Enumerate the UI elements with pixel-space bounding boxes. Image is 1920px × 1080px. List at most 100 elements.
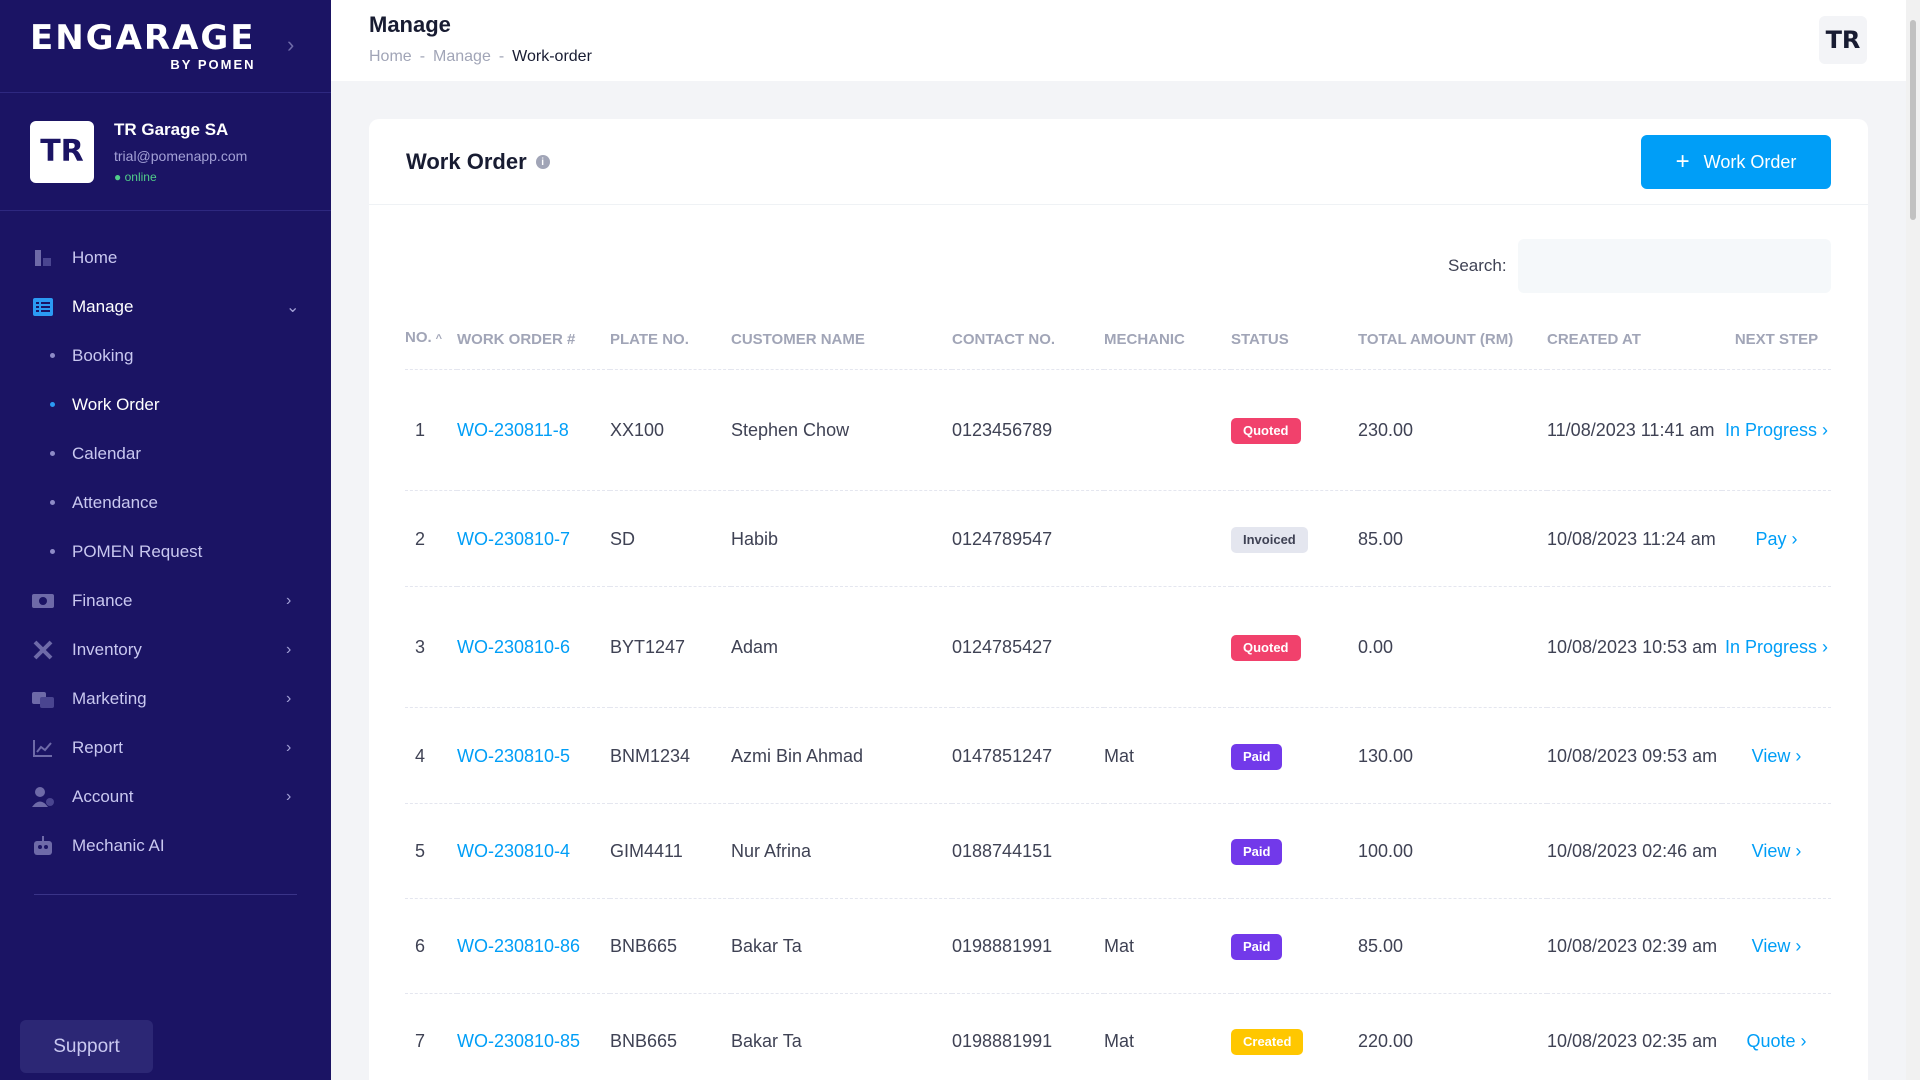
card-title: Work Order i <box>406 149 550 175</box>
bullet-icon <box>50 500 55 505</box>
user-profile: TR TR Garage SA trial@pomenapp.com ● onl… <box>0 93 331 211</box>
cell-mechanic <box>1104 490 1231 587</box>
sidebar-toggle-icon[interactable]: › <box>287 32 295 57</box>
next-step-link[interactable]: View › <box>1722 898 1831 994</box>
work-order-link[interactable]: WO-230810-85 <box>457 1031 581 1051</box>
cell-work-order: WO-230810-4 <box>457 803 610 899</box>
cell-no: 3 <box>405 586 457 708</box>
work-order-link[interactable]: WO-230810-86 <box>457 936 581 956</box>
column-header-status[interactable]: Status <box>1231 326 1358 370</box>
column-header-work-order[interactable]: Work Order # <box>457 326 610 370</box>
cell-work-order: WO-230810-5 <box>457 707 610 804</box>
scrollbar-thumb[interactable] <box>1910 20 1916 220</box>
cell-mechanic: Mat <box>1104 898 1231 994</box>
sidebar-item-inventory[interactable]: Inventory › <box>0 625 331 674</box>
column-header-no[interactable]: No. ^ <box>405 326 457 370</box>
chevron-right-icon: › <box>286 640 292 658</box>
search-row: Search: <box>369 239 1868 293</box>
avatar[interactable]: TR <box>30 120 94 183</box>
sidebar-item-label: Mechanic AI <box>72 835 165 855</box>
cell-amount: 230.00 <box>1358 369 1547 491</box>
column-header-customer-name[interactable]: Customer Name <box>731 326 952 370</box>
search-label: Search: <box>1448 256 1507 275</box>
brand: ENGARAGE BY POMEN › <box>0 0 331 93</box>
table-row: 7 WO-230810-85 BNB665 Bakar Ta 019888199… <box>405 993 1831 1080</box>
chevron-down-icon: ⌄ <box>286 298 300 316</box>
chevron-right-icon: › <box>286 689 292 707</box>
table-row: 1 WO-230811-8 XX100 Stephen Chow 0123456… <box>405 369 1831 491</box>
next-step-link[interactable]: View › <box>1722 707 1831 804</box>
cell-work-order: WO-230811-8 <box>457 369 610 491</box>
cell-created: 10/08/2023 09:53 am <box>1547 707 1722 804</box>
sidebar-item-marketing[interactable]: Marketing › <box>0 674 331 723</box>
work-order-link[interactable]: WO-230810-5 <box>457 745 571 766</box>
sidebar-subitem-work-order[interactable]: Work Order <box>0 380 331 429</box>
column-header-total-amount[interactable]: Total Amount (RM) <box>1358 326 1547 370</box>
sidebar-subitem-label: POMEN Request <box>72 541 203 561</box>
bullet-icon <box>50 549 55 554</box>
status-badge: Paid <box>1231 934 1283 960</box>
sidebar-item-finance[interactable]: Finance › <box>0 576 331 625</box>
cell-work-order: WO-230810-85 <box>457 993 610 1080</box>
table-row: 5 WO-230810-4 GIM4411 Nur Afrina 0188744… <box>405 803 1831 899</box>
support-button[interactable]: Support <box>20 1020 153 1073</box>
sidebar-item-manage[interactable]: Manage ⌄ <box>0 282 331 331</box>
status-badge: Quoted <box>1231 418 1301 444</box>
cell-no: 7 <box>405 993 457 1080</box>
column-header-contact-no[interactable]: Contact No. <box>952 326 1104 370</box>
column-header-plate-no[interactable]: Plate No. <box>610 326 731 370</box>
cell-customer: Adam <box>731 586 952 708</box>
cell-created: 10/08/2023 11:24 am <box>1547 490 1722 587</box>
work-order-link[interactable]: WO-230810-7 <box>457 528 571 549</box>
tools-icon <box>30 639 56 661</box>
sidebar-item-home[interactable]: Home <box>0 233 331 282</box>
header-avatar[interactable]: TR <box>1819 16 1867 64</box>
brand-logo[interactable]: ENGARAGE BY POMEN <box>30 21 256 72</box>
add-work-order-button[interactable]: + Work Order <box>1641 135 1831 189</box>
sidebar-subitem-attendance[interactable]: Attendance <box>0 478 331 527</box>
cell-no: 4 <box>405 707 457 804</box>
next-step-link[interactable]: Quote › <box>1722 993 1831 1080</box>
work-order-link[interactable]: WO-230811-8 <box>457 420 569 440</box>
sidebar-item-mechanic-ai[interactable]: Mechanic AI <box>0 821 331 870</box>
sidebar-subitem-pomen-request[interactable]: POMEN Request <box>0 527 331 576</box>
info-icon[interactable]: i <box>535 155 550 169</box>
status-badge: Invoiced <box>1231 526 1308 553</box>
card-header: Work Order i + Work Order <box>369 119 1868 205</box>
cell-created: 10/08/2023 10:53 am <box>1547 586 1722 708</box>
sidebar-subitem-booking[interactable]: Booking <box>0 331 331 380</box>
table-row: 2 WO-230810-7 SD Habib 0124789547 Invoic… <box>405 490 1831 587</box>
cell-work-order: WO-230810-86 <box>457 898 610 994</box>
work-order-link[interactable]: WO-230810-6 <box>457 637 571 657</box>
breadcrumb-home[interactable]: Home <box>369 48 412 65</box>
cell-plate: BNM1234 <box>610 707 731 804</box>
sidebar-subitem-calendar[interactable]: Calendar <box>0 429 331 478</box>
table-row: 3 WO-230810-6 BYT1247 Adam 0124785427 Qu… <box>405 586 1831 708</box>
table-header-row: No. ^ Work Order # Plate No. Customer Nam… <box>405 326 1831 370</box>
next-step-link[interactable]: In Progress › <box>1722 369 1831 491</box>
status-badge: Paid <box>1231 839 1283 865</box>
cell-work-order: WO-230810-7 <box>457 490 610 587</box>
cell-no: 5 <box>405 803 457 899</box>
bullet-icon <box>50 402 55 407</box>
brand-sub: BY POMEN <box>170 56 256 72</box>
sidebar-item-report[interactable]: Report › <box>0 723 331 772</box>
column-header-mechanic[interactable]: Mechanic <box>1104 326 1231 370</box>
work-order-link[interactable]: WO-230810-4 <box>457 841 571 861</box>
search-input[interactable] <box>1518 239 1831 293</box>
chevron-right-icon: › <box>286 738 292 756</box>
cell-customer: Bakar Ta <box>731 898 952 994</box>
page-scrollbar[interactable] <box>1906 0 1920 1080</box>
breadcrumb-manage[interactable]: Manage <box>433 48 491 65</box>
chevron-right-icon: › <box>286 591 292 609</box>
sidebar-item-account[interactable]: Account › <box>0 772 331 821</box>
chevron-right-icon: › <box>286 787 292 805</box>
next-step-link[interactable]: View › <box>1722 803 1831 899</box>
cell-plate: SD <box>610 490 731 587</box>
cell-status: Paid <box>1231 803 1358 899</box>
sidebar-subitem-label: Attendance <box>72 492 159 512</box>
next-step-link[interactable]: Pay › <box>1722 490 1831 587</box>
cell-contact: 0147851247 <box>952 707 1104 804</box>
column-header-created-at[interactable]: Created At <box>1547 326 1722 370</box>
next-step-link[interactable]: In Progress › <box>1722 586 1831 708</box>
